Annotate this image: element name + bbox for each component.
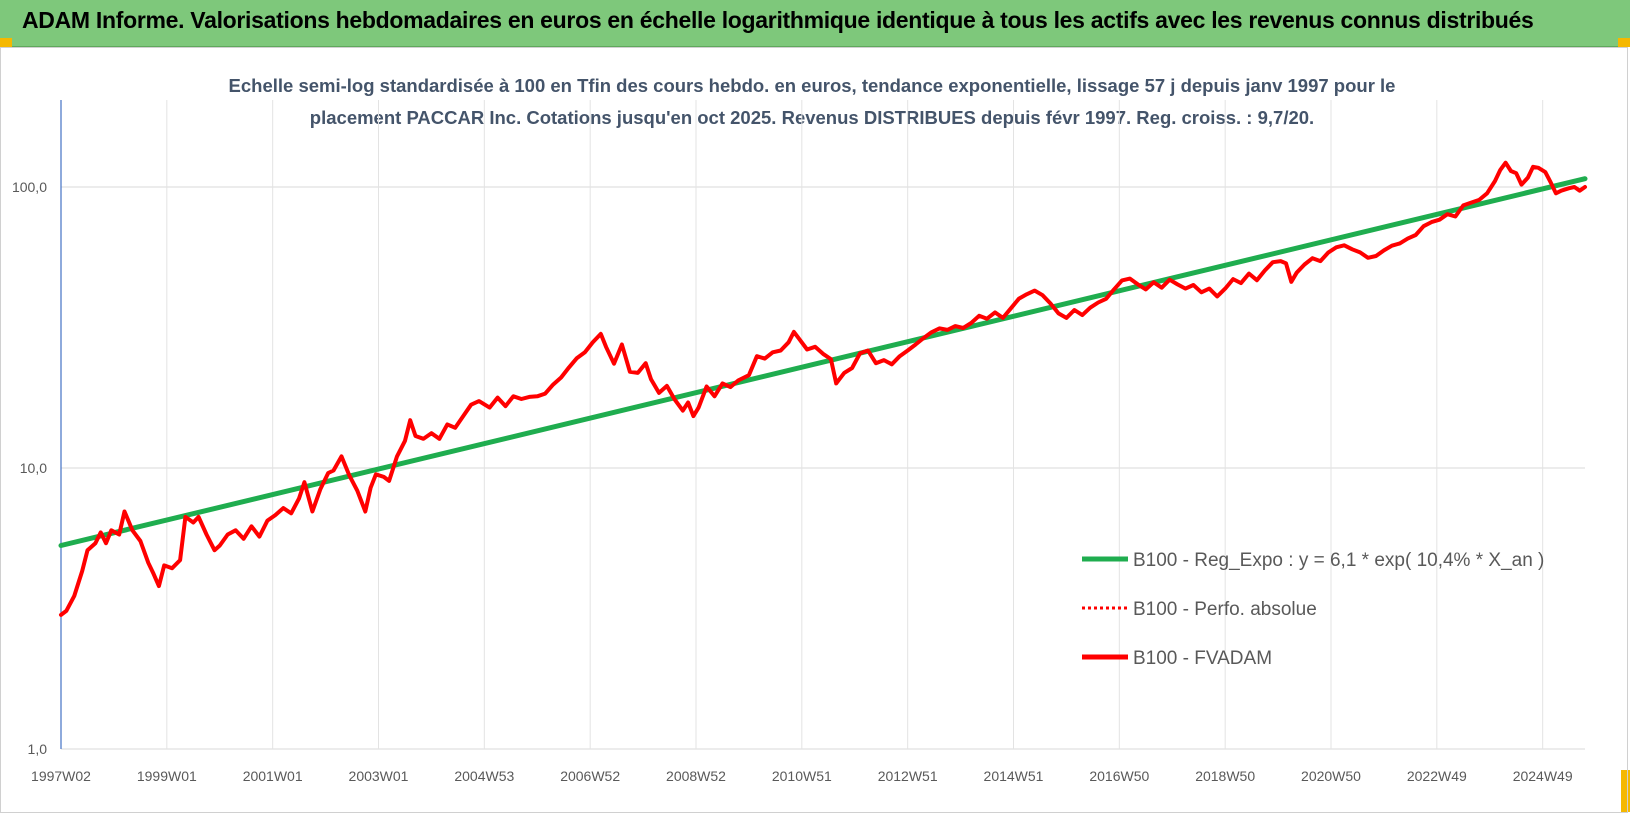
legend-label-fvadam: B100 - FVADAM bbox=[1133, 648, 1272, 669]
y-tick-label: 10,0 bbox=[20, 460, 47, 476]
gridlines bbox=[61, 100, 1585, 750]
title-banner: ADAM Informe. Valorisations hebdomadaire… bbox=[0, 0, 1630, 47]
y-axis-ticks: 1,0 10,0 100,0 bbox=[12, 179, 47, 757]
legend: B100 - Reg_Expo : y = 6,1 * exp( 10,4% *… bbox=[1082, 550, 1544, 669]
x-tick-label: 2022W49 bbox=[1407, 768, 1467, 784]
chart-subtitle-line-2: placement PACCAR Inc. Cotations jusqu'en… bbox=[310, 107, 1314, 128]
x-tick-label: 2004W53 bbox=[454, 768, 514, 784]
y-tick-label: 100,0 bbox=[12, 179, 47, 195]
banner-title: ADAM Informe. Valorisations hebdomadaire… bbox=[22, 7, 1534, 33]
x-tick-label: 2020W50 bbox=[1301, 768, 1361, 784]
x-tick-label: 1999W01 bbox=[137, 768, 197, 784]
corner-marker-top-right bbox=[1618, 38, 1630, 47]
series-layer bbox=[58, 160, 1588, 617]
series-line-reg-expo bbox=[58, 176, 1588, 548]
legend-label-perfo-absolue: B100 - Perfo. absolue bbox=[1133, 599, 1317, 620]
x-tick-label: 2003W01 bbox=[349, 768, 409, 784]
x-tick-label: 2014W51 bbox=[984, 768, 1044, 784]
x-tick-label: 2016W50 bbox=[1089, 768, 1149, 784]
x-tick-label: 2012W51 bbox=[878, 768, 938, 784]
x-axis-ticks: 1997W02 1999W01 2001W01 2003W01 2004W53 2006W… bbox=[31, 768, 1573, 784]
chart-subtitle-line-1: Echelle semi-log standardisée à 100 en T… bbox=[229, 75, 1396, 96]
corner-marker-bottom-right bbox=[1621, 770, 1630, 812]
chart-area bbox=[0, 47, 1628, 813]
x-tick-label: 2001W01 bbox=[243, 768, 303, 784]
x-tick-label: 2006W52 bbox=[560, 768, 620, 784]
series-line-fvadam bbox=[59, 160, 1587, 617]
y-tick-label: 1,0 bbox=[28, 741, 48, 757]
legend-label-reg-expo: B100 - Reg_Expo : y = 6,1 * exp( 10,4% *… bbox=[1133, 550, 1544, 571]
x-tick-label: 1997W02 bbox=[31, 768, 91, 784]
x-tick-label: 2008W52 bbox=[666, 768, 726, 784]
corner-marker-top-left bbox=[0, 38, 12, 47]
x-tick-label: 2010W51 bbox=[772, 768, 832, 784]
x-tick-label: 2018W50 bbox=[1195, 768, 1255, 784]
x-tick-label: 2024W49 bbox=[1513, 768, 1573, 784]
